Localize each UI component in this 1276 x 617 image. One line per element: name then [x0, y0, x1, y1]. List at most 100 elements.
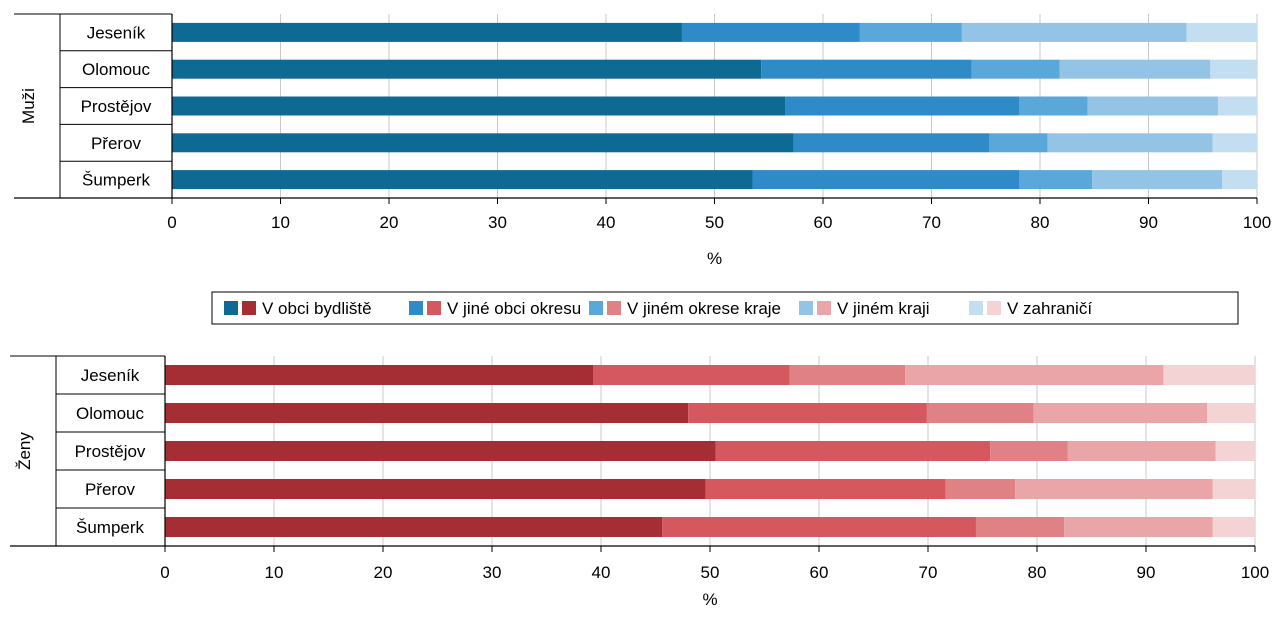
x-tick-label: 40 [597, 213, 616, 232]
category-label-sumperk: Šumperk [76, 518, 145, 537]
bar-sumperk-v-jine-obci-okresu [752, 170, 1020, 190]
bar-olomouc-v-jinem-kraji [1033, 403, 1208, 423]
bar-jesenik-v-jinem-okrese-kraje [859, 22, 962, 42]
x-axis-title: % [707, 249, 722, 268]
x-tick-label: 10 [271, 213, 290, 232]
x-tick-label: 0 [160, 563, 169, 582]
x-axis-title: % [702, 590, 717, 609]
category-label-olomouc: Olomouc [82, 60, 151, 79]
panel-muzi: 0 10 20 30 40 50 60 70 80 90 100 Jeseník Olomouc Pros… [14, 13, 1271, 268]
bar-jesenik-v-jine-obci-okresu [681, 22, 860, 42]
legend-swatch-zeny-v-obci-bydliste [242, 301, 256, 315]
legend-box [211, 291, 1239, 325]
bar-olomouc-v-jine-obci-okresu [761, 59, 972, 79]
bar-sumperk-v-jinem-kraji [1064, 517, 1213, 537]
bar-prostejov-v-jine-obci-okresu [715, 441, 991, 461]
category-label-sumperk: Šumperk [82, 171, 151, 190]
x-tick-label: 60 [810, 563, 829, 582]
legend-label-v-obci-bydliste: V obci bydliště [262, 299, 372, 318]
category-label-olomouc: Olomouc [76, 404, 145, 423]
x-tick-label: 10 [265, 563, 284, 582]
legend-label-v-jine-obci-okresu: V jiné obci okresu [447, 299, 581, 318]
x-tick-label: 60 [814, 213, 833, 232]
group-label: Muži [19, 88, 38, 124]
bar-sumperk-v-jinem-okrese-kraje [1019, 170, 1093, 190]
bar-jesenik-v-jinem-okrese-kraje [789, 365, 906, 385]
bar-olomouc-v-zahranici [1207, 403, 1255, 423]
bar-prostejov-v-jinem-kraji [1087, 96, 1218, 116]
legend-swatch-muzi-v-obci-bydliste [224, 301, 238, 315]
category-label-prerov: Přerov [91, 134, 142, 153]
bar-sumperk-v-zahranici [1222, 170, 1257, 190]
legend-swatch-zeny-v-jine-obci-okresu [427, 301, 441, 315]
bar-sumperk-v-jine-obci-okresu [662, 517, 976, 537]
bar-prerov-v-jinem-kraji [1015, 479, 1213, 499]
legend-swatch-muzi-v-jinem-kraji [799, 301, 813, 315]
x-tick-label: 80 [1028, 563, 1047, 582]
legend: V obci bydliště V jiné obci okresu V jiném… [211, 291, 1239, 325]
bar-prostejov-v-zahranici [1215, 441, 1255, 461]
x-tick-label: 80 [1031, 213, 1050, 232]
bar-olomouc-v-zahranici [1210, 59, 1257, 79]
bar-jesenik-v-zahranici [1186, 22, 1257, 42]
bar-prerov-v-jine-obci-okresu [793, 133, 990, 153]
x-tick-label: 20 [374, 563, 393, 582]
bar-olomouc-v-obci-bydliste [165, 403, 689, 423]
x-tick-label: 90 [1139, 213, 1158, 232]
x-tick-label: 20 [380, 213, 399, 232]
x-tick-label: 100 [1241, 563, 1269, 582]
bar-olomouc-v-obci-bydliste [172, 59, 762, 79]
group-label: Ženy [15, 432, 34, 470]
legend-swatch-muzi-v-jine-obci-okresu [409, 301, 423, 315]
legend-swatch-zeny-v-jinem-kraji [817, 301, 831, 315]
bar-olomouc-v-jinem-okrese-kraje [971, 59, 1060, 79]
bar-sumperk-v-jinem-kraji [1092, 170, 1223, 190]
bar-prerov-v-jinem-okrese-kraje [945, 479, 1016, 499]
x-tick-label: 30 [488, 213, 507, 232]
x-tick-label: 0 [167, 213, 176, 232]
category-label-jesenik: Jeseník [87, 23, 146, 42]
category-label-prerov: Přerov [85, 480, 136, 499]
x-tick-label: 100 [1243, 213, 1271, 232]
x-tick-label: 90 [1137, 563, 1156, 582]
bar-jesenik-v-jinem-kraji [905, 365, 1164, 385]
x-tick-label: 50 [705, 213, 724, 232]
bar-jesenik-v-obci-bydliste [165, 365, 594, 385]
bar-prerov-v-jine-obci-okresu [705, 479, 946, 499]
legend-swatch-muzi-v-zahranici [969, 301, 983, 315]
bar-jesenik-v-obci-bydliste [172, 22, 682, 42]
category-label-prostejov: Prostějov [75, 442, 146, 461]
x-tick-label: 40 [592, 563, 611, 582]
bar-olomouc-v-jinem-okrese-kraje [926, 403, 1034, 423]
bar-prerov-v-obci-bydliste [165, 479, 706, 499]
bar-prostejov-v-jine-obci-okresu [785, 96, 1020, 116]
legend-swatch-zeny-v-zahranici [987, 301, 1001, 315]
category-label-prostejov: Prostějov [81, 97, 152, 116]
bar-prerov-v-obci-bydliste [172, 133, 794, 153]
bar-prostejov-v-obci-bydliste [172, 96, 786, 116]
bar-sumperk-v-jinem-okrese-kraje [975, 517, 1065, 537]
legend-swatch-muzi-v-jinem-okrese-kraje [589, 301, 603, 315]
bar-prostejov-v-jinem-okrese-kraje [1019, 96, 1088, 116]
panel-zeny: 0 10 20 30 40 50 60 70 80 90 100 Jeseník Olomouc Pros… [10, 355, 1269, 609]
bar-prerov-v-jinem-okrese-kraje [989, 133, 1048, 153]
x-tick-label: 30 [483, 563, 502, 582]
bar-jesenik-v-jinem-kraji [961, 22, 1187, 42]
category-label-jesenik: Jeseník [81, 366, 140, 385]
bar-olomouc-v-jine-obci-okresu [688, 403, 927, 423]
bar-prostejov-v-obci-bydliste [165, 441, 716, 461]
bar-prerov-v-zahranici [1212, 479, 1255, 499]
bar-prerov-v-zahranici [1212, 133, 1257, 153]
x-tick-label: 70 [922, 213, 941, 232]
x-tick-label: 50 [701, 563, 720, 582]
bar-sumperk-v-zahranici [1212, 517, 1255, 537]
x-tick-label: 70 [919, 563, 938, 582]
bar-jesenik-v-jine-obci-okresu [593, 365, 790, 385]
legend-label-v-jinem-okrese-kraje: V jiném okrese kraje [627, 299, 781, 318]
bar-sumperk-v-obci-bydliste [172, 170, 753, 190]
bar-prostejov-v-jinem-kraji [1067, 441, 1216, 461]
bar-prostejov-v-zahranici [1217, 96, 1257, 116]
bar-olomouc-v-jinem-kraji [1059, 59, 1211, 79]
